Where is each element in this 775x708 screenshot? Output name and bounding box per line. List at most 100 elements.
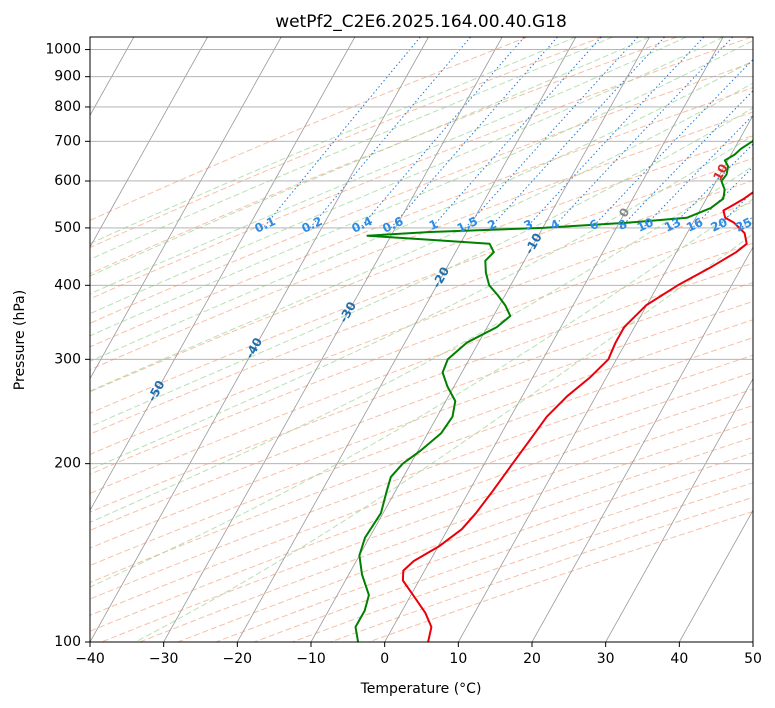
- y-tick-label: 400: [54, 277, 81, 293]
- dry-adiabat: [90, 37, 603, 249]
- mixing-ratio-label: 10: [635, 215, 656, 235]
- mixing-ratio-line: [431, 37, 602, 229]
- moist-adiabat: [90, 37, 613, 260]
- dry-adiabat: [90, 300, 753, 549]
- isotherm-line: [531, 246, 753, 642]
- mixing-ratio-line: [762, 37, 775, 228]
- dry-adiabat: [90, 281, 753, 531]
- y-tick-label: 1000: [45, 42, 81, 58]
- x-axis-label: Temperature (°C): [360, 681, 482, 697]
- isotherm-line: [90, 37, 282, 380]
- y-tick-label: 200: [54, 456, 81, 472]
- dry-adiabat: [90, 37, 752, 300]
- x-tick-label: 50: [744, 651, 762, 667]
- mixing-ratio-label: 25: [733, 215, 754, 235]
- moist-adiabat: [90, 82, 753, 392]
- y-axis-label: Pressure (hPa): [12, 290, 28, 390]
- temperature-profile: [401, 191, 753, 642]
- isotherm-line: [752, 641, 753, 642]
- isotherm-label: -10: [522, 231, 545, 257]
- mixing-ratio-label: 0.2: [299, 214, 324, 236]
- moist-adiabat: [90, 37, 724, 315]
- x-tick-label: −40: [75, 651, 105, 667]
- isotherm-line: [310, 37, 650, 642]
- mixing-ratio-line: [262, 37, 421, 229]
- dry-adiabat: [90, 179, 753, 435]
- x-tick-label: −10: [296, 651, 326, 667]
- dry-adiabat: [90, 242, 753, 494]
- isotherm-label: -30: [336, 299, 359, 325]
- y-tick-label: 300: [54, 351, 81, 367]
- isotherm-line: [90, 37, 429, 642]
- mixing-ratio-line: [525, 37, 705, 229]
- y-axis: 100 200 300 400 500 600 700 800 900 1000: [45, 42, 90, 650]
- dry-adiabat: [90, 388, 753, 632]
- mixing-ratio-label: 13: [662, 215, 683, 235]
- x-tick-label: 0: [380, 651, 389, 667]
- isotherm-line: [90, 37, 208, 248]
- y-tick-label: 900: [54, 69, 81, 85]
- mixing-ratio-label: 1.5: [455, 214, 480, 236]
- dry-adiabat: [90, 37, 677, 275]
- x-tick-label: 40: [670, 651, 688, 667]
- dewpoint-profile: [354, 138, 753, 642]
- mixing-ratio-line: [692, 166, 753, 229]
- isotherm-label: -40: [242, 335, 265, 361]
- y-tick-label: 600: [54, 173, 81, 189]
- isotherm-line: [457, 114, 753, 642]
- y-tick-label: 500: [54, 220, 81, 236]
- isotherm-line: [384, 37, 724, 642]
- moist-adiabat: [90, 135, 753, 471]
- mixing-ratio-line: [489, 37, 665, 229]
- isotherm-line: [678, 509, 753, 642]
- dry-adiabat: [90, 61, 753, 324]
- isotherm-line: [605, 377, 753, 642]
- dry-adiabat: [90, 134, 753, 393]
- isotherm-line: [163, 37, 503, 642]
- dry-adiabat: [90, 354, 753, 600]
- dry-adiabat: [90, 201, 753, 455]
- mixing-ratio-line: [716, 190, 753, 229]
- dry-adiabat: [90, 37, 528, 221]
- moist-adiabat: [90, 37, 687, 295]
- moist-adiabat: [135, 233, 753, 642]
- moist-adiabat: [90, 165, 753, 523]
- line-labels: -100-90-80-70-60-50-40-30-20-10010203040…: [41, 162, 754, 458]
- dry-adiabat: [90, 87, 753, 348]
- mixing-ratio-line: [390, 37, 558, 229]
- dry-adiabat: [90, 262, 753, 513]
- chart-title: wetPf2_C2E6.2025.164.00.40.G18: [275, 12, 567, 32]
- dry-adiabat: [90, 319, 753, 567]
- moist-adiabat: [90, 198, 753, 588]
- sounding-profiles: [354, 138, 753, 642]
- mixing-ratio-label: 16: [684, 215, 705, 235]
- moist-adiabat: [90, 40, 753, 337]
- moist-adiabat: [90, 60, 753, 362]
- mixing-ratio-label: 3: [522, 217, 535, 233]
- x-tick-label: −30: [149, 651, 179, 667]
- dry-adiabat: [254, 467, 753, 642]
- y-tick-label: 700: [54, 133, 81, 149]
- plot-frame: [89, 36, 754, 643]
- dry-adiabat: [90, 371, 753, 616]
- plot-background: [0, 37, 775, 642]
- x-axis: −40 −30 −20 −10 0 10 20 30 40 50: [75, 642, 762, 667]
- moist-adiabat: [90, 37, 577, 245]
- dry-adiabat: [215, 452, 753, 642]
- mixing-ratio-line: [669, 143, 753, 229]
- mixing-ratio-label: 0.1: [253, 214, 278, 236]
- mixing-ratio-label: 20: [708, 215, 729, 235]
- y-tick-label: 800: [54, 99, 81, 115]
- isotherm-label: -60: [41, 432, 64, 458]
- mixing-ratio-line: [309, 37, 471, 229]
- isotherm-line: [90, 37, 356, 512]
- dry-adiabat: [90, 222, 753, 475]
- y-tick-label: 100: [54, 634, 81, 650]
- dry-adiabat: [90, 337, 753, 584]
- moist-adiabat: [90, 37, 650, 277]
- dry-adiabat: [139, 421, 753, 642]
- isotherm-line: [0, 37, 60, 642]
- x-tick-label: 30: [597, 651, 615, 667]
- dry-adiabat: [90, 111, 753, 371]
